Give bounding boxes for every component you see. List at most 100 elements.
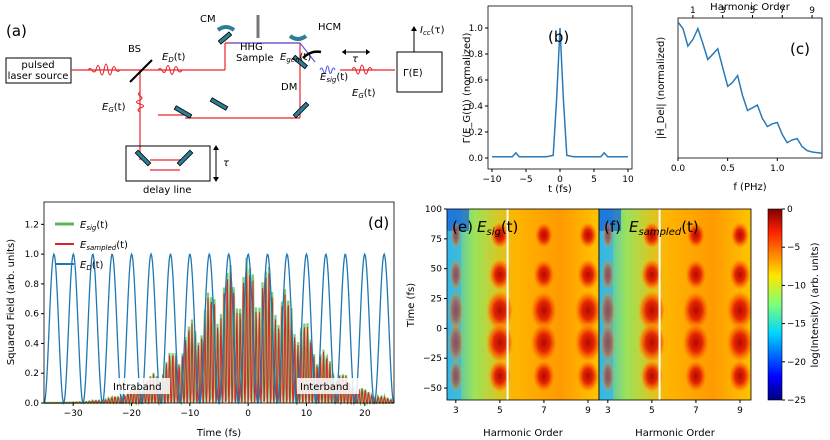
panel-e-label: (e): [452, 218, 473, 236]
tau-label: τ: [352, 54, 359, 65]
detector-box: [396, 51, 443, 93]
panel-e-ylabel: Time (fs): [406, 283, 417, 328]
panel-c: 0.0 0.5 1.0 1 3 5 7 9 (c) f (PHz) Harmonic Ord…: [654, 2, 823, 193]
cb-tick-label: −20: [787, 358, 806, 368]
c-toptick-label: 9: [809, 6, 815, 16]
d-xtick-label: 10: [301, 409, 313, 419]
harmonic-blob: [684, 258, 707, 291]
panel-d-ylabel: Squared Field (arb. units): [6, 239, 17, 365]
b-ytick-label: 0.6: [469, 76, 484, 86]
d-ytick-label: 0.8: [25, 280, 40, 290]
heatmap-content: [447, 209, 599, 400]
b-xtick-label: −10: [483, 175, 502, 185]
icc-arrowhead: [411, 26, 417, 31]
harmonic-blob: [532, 359, 556, 393]
harmonic-blob: [534, 222, 554, 249]
c-xtick-label: 0.0: [671, 164, 686, 174]
drive-pulse: [157, 64, 183, 76]
panel-f-frame: [598, 208, 752, 401]
b-xtick-label: 10: [622, 175, 634, 185]
bs-label: BS: [128, 44, 141, 55]
beamsplitter: [129, 59, 153, 83]
panel-f-xticks: 3 5 7 9: [605, 400, 743, 416]
panel-d-xticks: −30 −20 −10 0 10 20: [64, 403, 371, 419]
b-ytick-label: 0.8: [469, 50, 484, 60]
harmonic-blob: [448, 290, 464, 331]
heatmap-xtick-label: 9: [737, 406, 743, 416]
laser-source-box: [5, 57, 72, 84]
cb-tick-label: −15: [787, 320, 806, 330]
e-ytick-label: −50: [423, 384, 442, 394]
c-toptick-label: 5: [750, 6, 756, 16]
harmonic-blob: [728, 359, 751, 393]
d-ytick-label: 0.0: [25, 399, 40, 409]
panel-e-heatmap: [447, 209, 599, 400]
colorbar-ticks: 0 −5 −10 −15 −20 −25: [782, 205, 806, 406]
eg2-label: EG(t): [352, 88, 376, 100]
colorbar-label: log(Intensity) (arb. units): [810, 242, 821, 367]
panel-f-xlabel: Harmonic Order: [635, 428, 716, 439]
e-ytick-label: −25: [423, 354, 442, 364]
panel-e-yticks: 100 75 50 25 0 −25 −50: [423, 205, 447, 394]
legend-drive: ED(t): [80, 260, 104, 272]
harmonic-blob: [490, 222, 510, 249]
harmonic-blob: [601, 258, 614, 291]
heatmap-xtick-label: 7: [693, 406, 699, 416]
c-toptick-label: 1: [690, 6, 696, 16]
cm-label: CM: [200, 14, 216, 25]
harmonic-blob: [728, 258, 751, 291]
harmonic-blob: [726, 322, 751, 363]
delay-mirrors: [134, 149, 194, 167]
legend-sampled: Esampled(t): [80, 240, 128, 252]
panel-a-label: (a): [6, 22, 27, 40]
e-ytick-label: 50: [431, 265, 443, 275]
harmonic-blob: [600, 290, 616, 331]
b-xtick-label: 0: [557, 175, 563, 185]
ed-label: ED(t): [162, 52, 186, 64]
panel-c-top-xlabel: Harmonic Order: [710, 2, 791, 13]
harmonic-blob: [578, 222, 598, 249]
panel-c-frame: [677, 17, 823, 159]
harmonic-blob: [576, 359, 599, 393]
harmonic-blob: [450, 222, 461, 249]
heatmap-xtick-label: 9: [585, 406, 591, 416]
b-ytick-label: 1.0: [469, 24, 484, 34]
panel-d: −30 −20 −10 0 10 20 0.0 0.2 0.4 0.6 0.8 1.0 1.2 (d)…: [6, 201, 395, 439]
panel-c-xticks: 0.0 0.5 1.0: [671, 158, 785, 174]
panel-c-series: [677, 21, 823, 155]
input-pulse: [87, 63, 121, 76]
harmonic-beam: [230, 42, 316, 63]
harmonic-blob: [449, 359, 462, 393]
output-pulse: [351, 64, 373, 75]
d-ytick-label: 1.2: [25, 220, 39, 230]
panel-c-ylabel: |Ĥ_Del| (normalized): [654, 37, 667, 140]
heatmap-xtick-label: 3: [453, 406, 459, 416]
panel-d-legend: Esig(t) Esampled(t) ED(t): [55, 220, 128, 272]
panel-c-xlabel: f (PHz): [733, 182, 766, 193]
b-xtick-label: 5: [591, 175, 597, 185]
harmonic-blob: [449, 258, 462, 291]
dm-label: DM: [281, 82, 297, 93]
harmonic-blob: [726, 290, 751, 331]
cb-tick-label: −25: [787, 396, 806, 406]
panel-c-topticks: 1 3 5 7 9: [690, 6, 815, 18]
b-ytick-label: 0.2: [469, 128, 483, 138]
harmonic-blob: [682, 290, 710, 331]
hhg-label-2: Sample: [236, 53, 274, 64]
eg-label: EG(t): [102, 102, 126, 114]
d-ytick-label: 0.6: [25, 310, 40, 320]
harmonic-combining-mirror: [302, 50, 322, 59]
e-ytick-label: 75: [431, 235, 442, 245]
b-xtick-label: −5: [519, 175, 532, 185]
harmonic-blob: [532, 258, 555, 291]
hhg-label-1: HHG: [240, 42, 263, 53]
e-ytick-label: 25: [431, 295, 442, 305]
laser-source-line2: laser source: [8, 71, 69, 82]
curved-mirror: [216, 25, 236, 32]
d-xtick-label: −30: [64, 409, 83, 419]
c-toptick-label: 3: [720, 6, 726, 16]
harmonic-blob: [640, 258, 663, 291]
panel-d-frame: [43, 201, 395, 404]
panel-c-label: (c): [790, 40, 810, 58]
